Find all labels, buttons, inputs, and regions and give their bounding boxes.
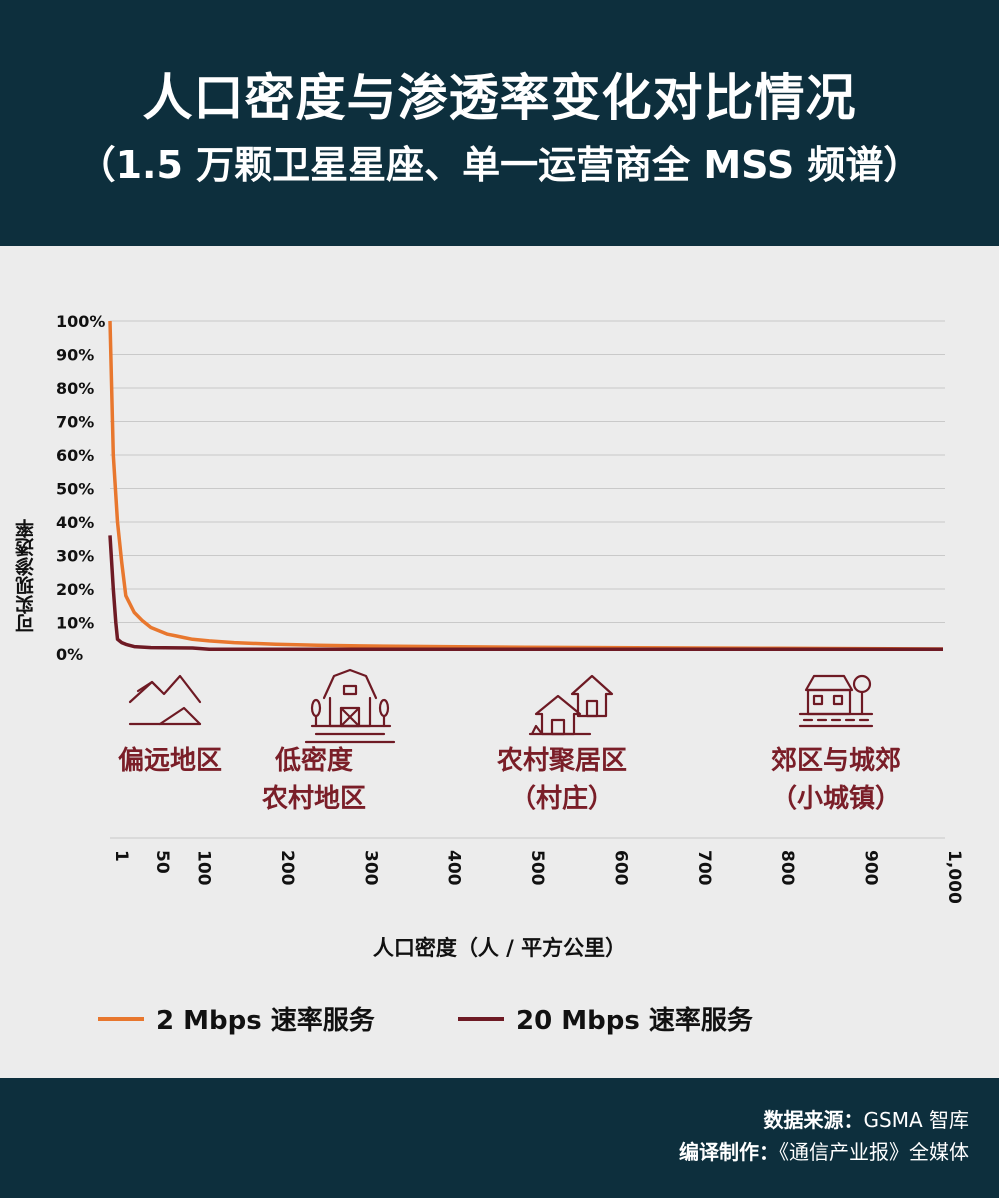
x-tick-label: 400 <box>444 850 464 886</box>
region-label-line: 郊区与城郊 <box>770 746 901 776</box>
region-label-suburban: 郊区与城郊 （小城镇） <box>746 742 926 818</box>
series-line-2mbps <box>108 320 944 651</box>
y-tick-label: 10% <box>56 614 94 633</box>
mountain-icon <box>128 674 202 726</box>
town-house-icon <box>798 674 874 728</box>
y-tick-label: 40% <box>56 513 94 532</box>
footer: 数据来源：GSMA 智库 编译制作：《通信产业报》全媒体 <box>0 1078 999 1198</box>
region-label-village: 农村聚居区 （村庄） <box>472 742 652 818</box>
compiled-label: 编译制作： <box>679 1140 779 1164</box>
legend: 2 Mbps 速率服务 20 Mbps 速率服务 <box>0 1000 999 1040</box>
region-label-line: （村庄） <box>509 784 614 814</box>
header-banner: 人口密度与渗透率变化对比情况 （1.5 万颗卫星星座、单一运营商全 MSS 频谱… <box>0 0 999 246</box>
x-tick-labels: 1 50 100 200 300 400 500 600 700 800 900 1,000 <box>111 850 964 904</box>
x-tick-label: 200 <box>277 850 297 886</box>
y-tick-label: 70% <box>56 413 94 432</box>
barn-icon <box>304 668 396 744</box>
source-label: 数据来源： <box>763 1108 864 1132</box>
x-tick-label: 700 <box>694 850 714 886</box>
region-label-line: 农村聚居区 <box>496 746 627 776</box>
legend-item-2mbps: 2 Mbps 速率服务 <box>98 1000 375 1037</box>
x-tick-label: 50 <box>152 850 172 874</box>
grid-lines <box>110 320 945 839</box>
legend-label: 2 Mbps 速率服务 <box>156 1006 375 1036</box>
x-tick-label: 800 <box>777 850 797 886</box>
legend-label: 20 Mbps 速率服务 <box>516 1006 753 1036</box>
region-label-low-density: 低密度 农村地区 <box>244 742 384 818</box>
y-tick-labels: 0% 10% 20% 30% 40% 50% 60% 70% 80% 90% 100% <box>56 312 105 664</box>
chart-subtitle: （1.5 万颗卫星星座、单一运营商全 MSS 频谱） <box>77 143 922 187</box>
y-tick-label: 60% <box>56 446 94 465</box>
x-tick-label: 100 <box>194 850 214 886</box>
x-tick-label: 600 <box>610 850 630 886</box>
region-label-line: 低密度 <box>274 746 353 776</box>
compiled-line: 编译制作：《通信产业报》全媒体 <box>679 1136 969 1165</box>
y-tick-label: 100% <box>56 312 105 331</box>
x-tick-label: 1 <box>111 850 131 862</box>
region-label-remote: 偏远地区 <box>104 742 236 780</box>
region-label-line: 农村地区 <box>261 784 366 814</box>
region-icons <box>128 668 874 744</box>
source-line: 数据来源：GSMA 智库 <box>764 1104 970 1133</box>
village-houses-icon <box>528 674 614 736</box>
y-tick-label: 80% <box>56 379 94 398</box>
chart-area: 0% 10% 20% 30% 40% 50% 60% 70% 80% 90% 100% 1 50 100… <box>0 246 999 1078</box>
y-tick-label: 90% <box>56 346 94 365</box>
series-lines <box>108 320 944 652</box>
compiled-value: 《通信产业报》全媒体 <box>779 1140 969 1164</box>
x-tick-label: 900 <box>861 850 881 886</box>
legend-swatch-orange <box>98 1016 144 1021</box>
source-value: GSMA 智库 <box>863 1108 970 1132</box>
x-axis-label: 人口密度（人 / 平方公里） <box>372 936 627 960</box>
chart-title: 人口密度与渗透率变化对比情况 <box>142 69 857 127</box>
legend-swatch-maroon <box>458 1016 504 1021</box>
region-label-line: （小城镇） <box>770 784 901 814</box>
line-chart: 0% 10% 20% 30% 40% 50% 60% 70% 80% 90% 100% 1 50 100… <box>56 312 964 904</box>
region-label-line: 偏远地区 <box>117 746 222 776</box>
y-tick-label: 30% <box>56 547 94 566</box>
y-tick-label: 0% <box>56 645 83 664</box>
y-tick-label: 20% <box>56 580 94 599</box>
x-tick-label: 500 <box>527 850 547 886</box>
x-tick-label: 1,000 <box>944 850 964 904</box>
y-tick-label: 50% <box>56 480 94 499</box>
x-tick-label: 300 <box>360 850 380 886</box>
y-axis-label: 可实现渗透率 <box>15 519 37 633</box>
series-line-20mbps <box>108 535 943 652</box>
legend-item-20mbps: 20 Mbps 速率服务 <box>458 1000 753 1037</box>
